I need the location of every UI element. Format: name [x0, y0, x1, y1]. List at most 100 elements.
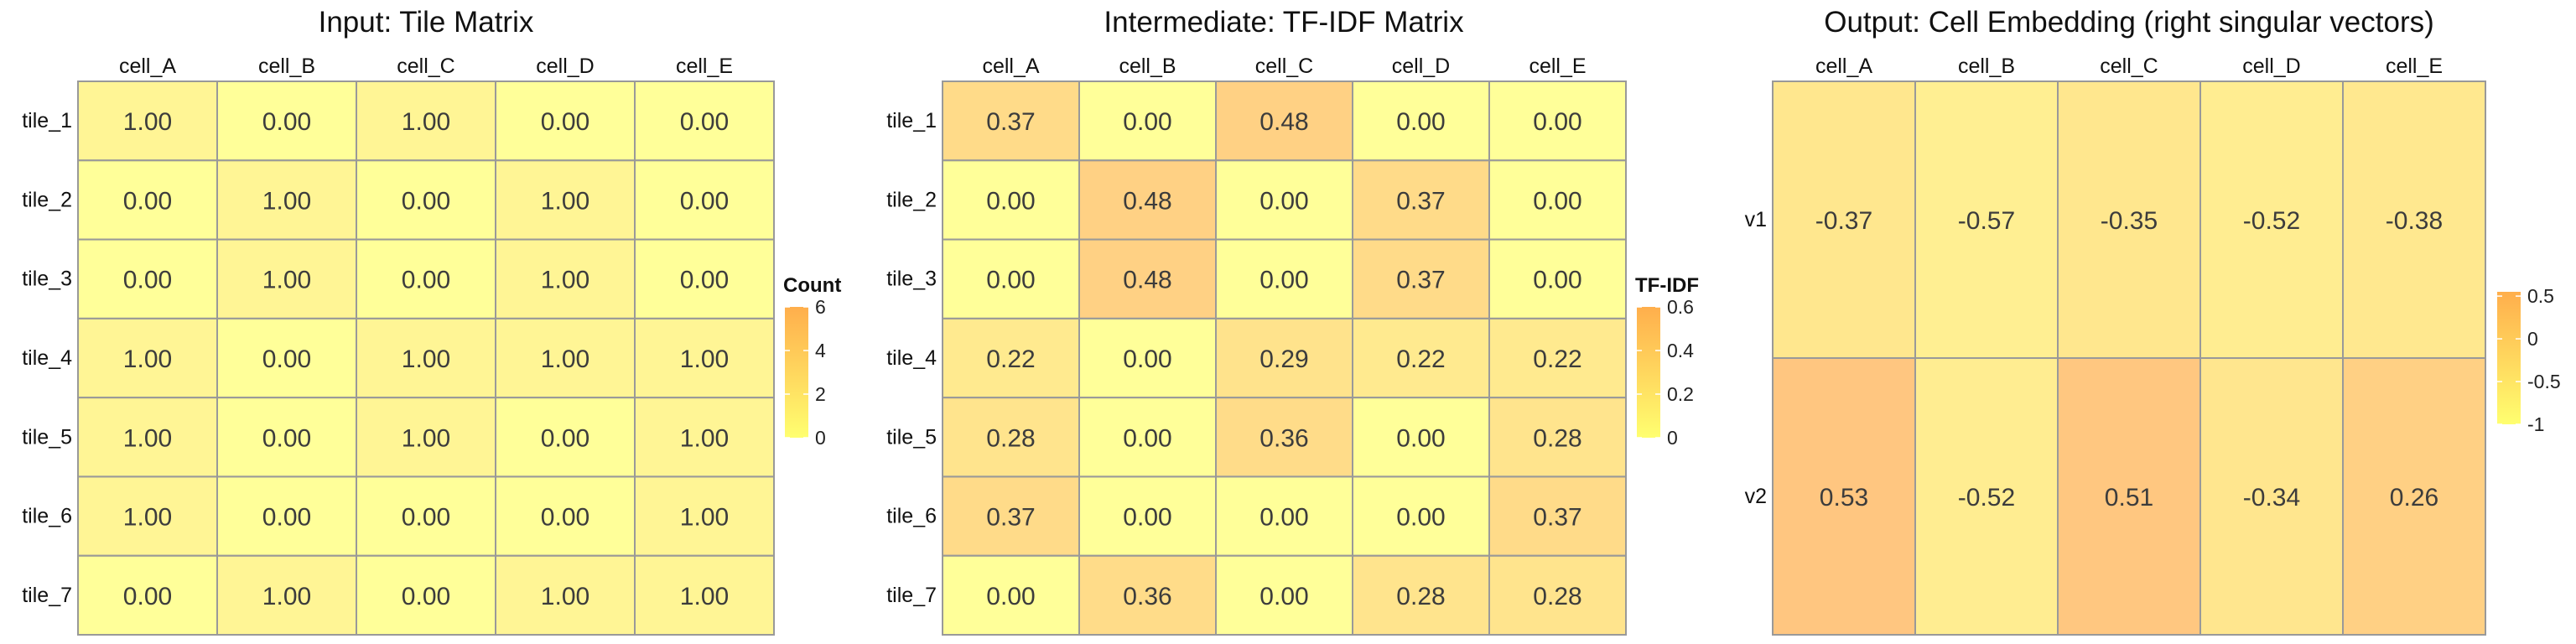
cell-value-label: 0.28: [1396, 583, 1445, 610]
cell-value-label: 0.36: [1123, 583, 1171, 610]
cell-value-label: 0.48: [1123, 267, 1171, 294]
cell-value-label: 1.00: [541, 583, 589, 610]
cell-value-label: 1.00: [123, 504, 172, 532]
row-label: tile_6: [22, 505, 72, 528]
column-label: cell_A: [982, 55, 1039, 78]
column-label: cell_E: [1529, 55, 1586, 78]
cell-value-label: 0.37: [1396, 187, 1445, 215]
heatmap-tile: [216, 80, 357, 162]
legend-title: Count: [783, 274, 841, 297]
heatmap-tile: [1078, 238, 1217, 319]
cell-value-label: 0.28: [1533, 583, 1581, 610]
cell-value-label: -0.52: [2243, 207, 2300, 235]
row-label: tile_1: [22, 109, 72, 132]
legend-colorbar: [2497, 292, 2521, 424]
heatmap-tile: [77, 317, 218, 399]
heatmap-panel-3: Output: Cell Embedding (right singular v…: [1745, 6, 2561, 636]
heatmap-tile: [634, 475, 775, 557]
cell-value-label: 0.22: [1396, 345, 1445, 373]
heatmap-tile: [216, 238, 357, 319]
legend-colorbar: [1637, 307, 1660, 438]
cell-value-label: 0.00: [123, 267, 172, 294]
column-label: cell_E: [676, 55, 733, 78]
legend-tick-label: 0: [815, 427, 826, 449]
cell-value-label: 0.00: [541, 424, 589, 452]
row-label: tile_7: [22, 584, 72, 607]
cell-value-label: 1.00: [402, 424, 450, 452]
cell-value-label: 0.00: [680, 187, 729, 215]
column-label: cell_A: [119, 55, 176, 78]
cell-value-label: -0.38: [2386, 207, 2443, 235]
heatmap-tile: [1352, 554, 1490, 636]
cell-value-label: 0.00: [680, 108, 729, 136]
heatmap-tile: [1078, 397, 1217, 478]
heatmap-tile: [1488, 159, 1627, 241]
column-label: cell_D: [2242, 55, 2300, 78]
cell-value-label: 1.00: [541, 345, 589, 373]
row-label: tile_7: [886, 584, 937, 607]
cell-value-label: 0.37: [986, 108, 1035, 136]
row-label: tile_4: [22, 346, 72, 370]
legend-tick-label: 0: [2527, 328, 2538, 350]
legend-tick-label: -0.5: [2527, 371, 2561, 392]
cell-value-label: 0.00: [1533, 267, 1581, 294]
legend-tick-label: 6: [815, 296, 826, 318]
column-label: cell_B: [1958, 55, 2015, 78]
heatmap-tile: [1215, 80, 1353, 162]
cell-value-label: -0.57: [1958, 207, 2015, 235]
heatmap-tile: [1215, 159, 1353, 241]
row-label: tile_5: [886, 425, 937, 449]
cell-value-label: 1.00: [262, 187, 311, 215]
cell-value-label: 0.22: [1533, 345, 1581, 373]
legend-tick-label: 0.4: [1667, 340, 1694, 361]
heatmap-tile: [942, 317, 1080, 399]
cell-value-label: 0.36: [1259, 424, 1308, 452]
cell-value-label: 0.22: [986, 345, 1035, 373]
cell-value-label: 0.00: [1123, 345, 1171, 373]
cell-value-label: 0.48: [1123, 187, 1171, 215]
heatmap-tile: [495, 238, 636, 319]
heatmap-tile: [356, 159, 496, 241]
legend-title: TF-IDF: [1635, 274, 1699, 297]
heatmap-tile: [2057, 357, 2201, 636]
heatmap-tile: [1488, 554, 1627, 636]
heatmap-tile: [1352, 238, 1490, 319]
cell-value-label: 0.00: [402, 267, 450, 294]
heatmap-tile: [77, 397, 218, 478]
cell-value-label: 0.48: [1259, 108, 1308, 136]
heatmap-tile: [356, 397, 496, 478]
cell-value-label: 0.00: [402, 504, 450, 532]
legend-tick-label: 0.6: [1667, 296, 1694, 318]
row-label: tile_3: [22, 267, 72, 291]
heatmap-tile: [634, 159, 775, 241]
legend-tick-label: -1: [2527, 413, 2544, 435]
column-label: cell_C: [397, 55, 454, 78]
cell-value-label: 1.00: [680, 504, 729, 532]
cell-value-label: 0.00: [262, 108, 311, 136]
cell-value-label: 0.26: [2390, 484, 2438, 512]
heatmap-tile: [634, 317, 775, 399]
heatmap-tile: [356, 80, 496, 162]
cell-value-label: 0.28: [986, 424, 1035, 452]
row-label: v2: [1745, 485, 1767, 508]
cell-value-label: 0.00: [1396, 108, 1445, 136]
heatmap-tile: [1215, 317, 1353, 399]
heatmap-tile: [1352, 475, 1490, 557]
heatmap-tile: [1488, 317, 1627, 399]
cell-value-label: 0.00: [402, 187, 450, 215]
cell-value-label: 0.00: [262, 504, 311, 532]
column-label: cell_E: [2386, 55, 2443, 78]
cell-value-label: 0.00: [1533, 108, 1581, 136]
panel-title: Output: Cell Embedding (right singular v…: [1824, 6, 2434, 39]
cell-value-label: 0.00: [1259, 504, 1308, 532]
cell-value-label: 0.00: [123, 583, 172, 610]
cell-value-label: 0.00: [986, 583, 1035, 610]
heatmap-panel-2: Intermediate: TF-IDF Matrix cell_A cell_B c…: [886, 6, 1699, 636]
heatmap-tile: [1215, 238, 1353, 319]
row-label: tile_4: [886, 346, 937, 370]
legend-colorbar: [785, 307, 808, 438]
heatmap-tile: [1352, 80, 1490, 162]
legend-tick-label: 4: [815, 340, 826, 361]
heatmap-tile: [1914, 80, 2059, 359]
